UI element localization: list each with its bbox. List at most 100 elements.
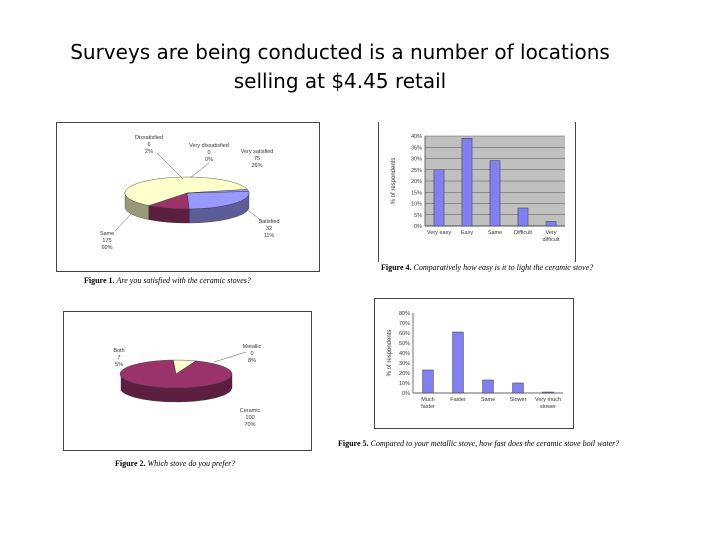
figure-4-y-tick-label: 25% [411, 168, 422, 174]
figure-4-caption-text: Comparatively how easy is it to light th… [413, 263, 594, 272]
figure-4-bar [517, 207, 529, 227]
figure-1-caption-label: Figure 1. [84, 276, 115, 285]
figure-5-y-axis-label: % of respondents [387, 330, 393, 377]
figure-1-callout-label: 2% [145, 149, 153, 155]
figure-4-caption: Figure 4. Comparatively how easy is it t… [381, 263, 593, 272]
figure-1-callout-label: 75 [254, 156, 260, 162]
figure-5-x-tick-label: Slower [510, 397, 527, 403]
figure-5-y-tick-label: 80% [399, 311, 410, 317]
figure-1-callout-label: Same [100, 231, 114, 237]
figure-5-bar [512, 382, 524, 394]
figure-5-bar [452, 331, 464, 394]
figure-4-x-tick-label: Easy [461, 230, 473, 236]
figure-5-caption: Figure 5. Compared to your metallic stov… [338, 439, 619, 448]
figure-4-bar [489, 160, 501, 227]
figure-4-x-tick-label: Difficult [514, 230, 532, 236]
figure-5-x-tick-label: Faster [450, 397, 466, 403]
figure-1-callout-label: 0 [207, 150, 210, 156]
figure-4-y-tick-label: 35% [411, 145, 422, 151]
slide-title-line-2: selling at $4.45 retail [233, 69, 447, 93]
figure-5-caption-text: Compared to your metallic stove, how fas… [370, 439, 620, 448]
figure-1-callout-label: Dissatisfied [135, 135, 163, 141]
figure-1-caption: Figure 1. Are you satisfied with the cer… [84, 276, 251, 285]
figure-5-y-tick-label: 50% [399, 341, 410, 347]
figure-5-y-tick-label: 10% [399, 381, 410, 387]
slide-title-line-1: Surveys are being conducted is a number … [70, 40, 610, 64]
figure-1-callout-label: 32 [266, 226, 272, 232]
figure-1-callout-label: 175 [102, 238, 111, 244]
figure-4-x-tick-label: Same [488, 230, 502, 236]
figure-1-callout-label: 60% [101, 245, 112, 251]
figure-1-slice-same [124, 176, 248, 206]
figure-4-x-tick-label: Very [545, 230, 556, 236]
figure-1-callout-leader [189, 162, 210, 179]
figure-2-callout-leader [213, 351, 247, 363]
figure-5-y-tick-label: 60% [399, 331, 410, 337]
figure-5-panel: 0% 10% 20% 30% 40% 50% 60% 70% 80% Much faster Fast… [374, 298, 574, 429]
figure-1-panel: Dissatisfied 6 2% Very dissatisfied 0 0% Very … [56, 122, 320, 272]
figure-1-callout-label: 11% [264, 233, 275, 239]
figure-4-x-tick-label: difficult [542, 237, 559, 243]
figure-1-slice-dissatisfied [186, 189, 249, 194]
figure-1-callout-leader [240, 204, 263, 222]
figure-4-caption-label: Figure 4. [381, 263, 412, 272]
figure-1-callout-label: 0% [205, 157, 213, 163]
figure-2-callout-label: Metallic [243, 344, 262, 350]
figure-4-x-tick-label: Very easy [427, 230, 451, 236]
figure-2-callout-label: 100 [245, 415, 254, 421]
figure-4-y-tick-label: 0% [414, 224, 422, 230]
figure-1-callout-label: 6 [147, 142, 150, 148]
figure-4-bar [545, 221, 557, 227]
figure-4-y-tick-label: 40% [411, 134, 422, 140]
figure-2-callout-label: 8% [248, 358, 256, 364]
figure-5-y-tick-label: 40% [399, 351, 410, 357]
figure-2-caption-text: Which stove do you prefer? [147, 459, 236, 468]
figure-5-plot-area [413, 313, 563, 393]
figure-4-bar [433, 169, 445, 227]
figure-1-callout-label: Very dissatisfied [189, 143, 229, 149]
slide-title: Surveys are being conducted is a number … [60, 38, 620, 96]
figure-5-caption-label: Figure 5. [338, 439, 369, 448]
figure-1-callout-label: 26% [251, 163, 262, 169]
figure-4-bar-chart: 0% 5% 10% 15% 20% 25% 30% 35% 40% Very easy Easy Sa… [391, 134, 565, 243]
figure-2-slice-ceramic [119, 359, 233, 389]
figure-1-callout-leader [114, 212, 133, 232]
figure-4-y-tick-label: 20% [411, 179, 422, 185]
figure-2-callout-label: Ceramic [240, 408, 261, 414]
figure-2-callout-label: 7 [117, 355, 120, 361]
figure-5-bar [422, 369, 434, 394]
figure-5-bar [542, 391, 554, 394]
figure-1-callout-label: Very satisfied [241, 149, 274, 155]
figure-2-callout-label: 70% [244, 422, 255, 428]
figure-2-callout-label: 0 [250, 351, 253, 357]
figure-5-y-tick-label: 20% [399, 371, 410, 377]
figure-5-x-tick-label: Very much [535, 397, 561, 403]
figure-2-panel: Both 7 5% Metallic 0 8% Ceramic 100 70% [63, 311, 312, 451]
figure-5-bar [482, 379, 494, 394]
figure-5-x-tick-label: faster [421, 404, 435, 410]
figure-4-y-tick-label: 15% [411, 190, 422, 196]
figure-5-x-tick-label: Same [481, 397, 495, 403]
figure-5-y-tick-label: 70% [399, 321, 410, 327]
figure-1-callout-label: Satisfied [258, 219, 279, 225]
figure-5-y-tick-label: 30% [399, 361, 410, 367]
figure-2-caption: Figure 2. Which stove do you prefer? [115, 459, 235, 468]
figure-4-y-tick-label: 5% [414, 213, 422, 219]
figure-4-y-axis-label: % of respondents [391, 158, 397, 205]
figure-4-bar [461, 138, 473, 227]
figure-1-callout-leader [156, 152, 184, 180]
figure-2-callout-label: 5% [115, 362, 123, 368]
figure-1-slice-very-satisfied [186, 191, 250, 210]
figure-5-x-tick-label: Much [421, 397, 434, 403]
figure-4-panel: 0% 5% 10% 15% 20% 25% 30% 35% 40% Very easy Easy Sa… [378, 122, 576, 262]
figure-1-caption-text: Are you satisfied with the ceramic stove… [116, 276, 251, 285]
figure-2-callout-label: Both [113, 348, 124, 354]
figure-5-x-tick-label: slower [540, 404, 556, 410]
figure-4-y-tick-label: 10% [411, 202, 422, 208]
figure-5-y-tick-label: 0% [402, 391, 410, 397]
figure-4-y-tick-label: 30% [411, 157, 422, 163]
figure-2-caption-label: Figure 2. [115, 459, 146, 468]
